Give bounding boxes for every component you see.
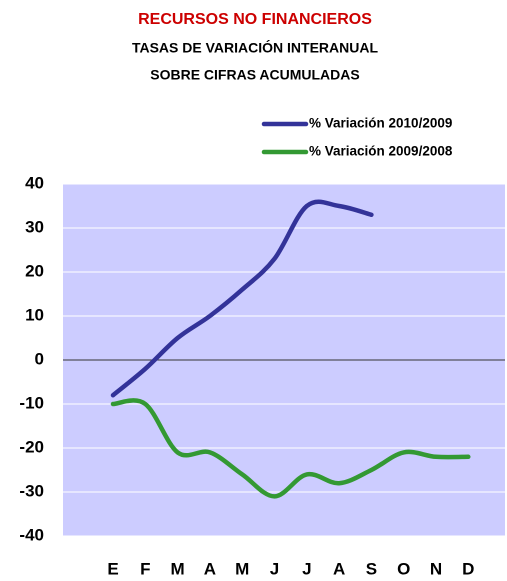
y-tick-label: 20: [25, 261, 44, 280]
x-tick-label: M: [171, 559, 185, 578]
y-tick-label: 10: [25, 305, 44, 324]
chart-subtitle: TASAS DE VARIACIÓN INTERANUAL: [132, 39, 378, 56]
x-tick-label: J: [302, 559, 311, 578]
legend-label: % Variación 2009/2008: [309, 144, 453, 159]
x-tick-label: J: [270, 559, 279, 578]
x-tick-label: D: [462, 559, 474, 578]
series-line: [110, 199, 374, 398]
y-tick-label: 30: [25, 217, 44, 236]
x-tick-label: O: [397, 559, 410, 578]
x-tick-label: S: [366, 559, 377, 578]
series-line: [110, 398, 471, 499]
y-tick-label: -20: [19, 437, 44, 456]
x-tick-label: A: [204, 559, 216, 578]
y-tick-label: -30: [19, 481, 44, 500]
y-tick-label: -10: [19, 393, 44, 412]
x-tick-label: N: [430, 559, 442, 578]
legend-label: % Variación 2010/2009: [309, 116, 452, 131]
y-tick-label: -40: [19, 525, 44, 544]
y-tick-label: 0: [35, 349, 44, 368]
x-tick-label: E: [107, 559, 118, 578]
chart-title: RECURSOS NO FINANCIEROS: [138, 11, 372, 28]
x-tick-label: M: [235, 559, 249, 578]
x-tick-label: F: [140, 559, 150, 578]
y-tick-label: 40: [25, 173, 44, 192]
chart-subtitle: SOBRE CIFRAS ACUMULADAS: [150, 67, 359, 83]
x-tick-label: A: [333, 559, 345, 578]
